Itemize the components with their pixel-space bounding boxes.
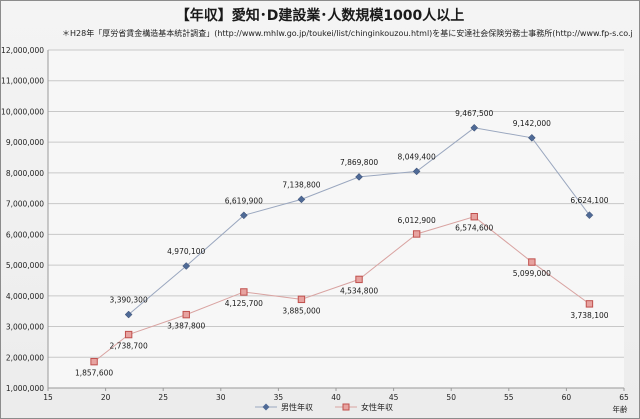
x-tick-label: 50: [446, 393, 456, 402]
male-salary-point: [297, 195, 306, 204]
x-tick-label: 15: [43, 393, 53, 402]
female-salary-point: [182, 310, 190, 319]
female-salary-point: [90, 357, 98, 366]
data-label: 6,574,600: [455, 224, 493, 233]
y-tick-label: 11,000,000: [1, 77, 44, 86]
x-tick-label: 60: [562, 393, 572, 402]
male-salary-point: [355, 173, 363, 181]
female-salary-point: [470, 213, 478, 221]
x-tick-label: 55: [504, 393, 514, 402]
y-tick-label: 12,000,000: [1, 46, 44, 55]
data-label: 7,869,800: [340, 158, 378, 167]
y-tick-label: 3,000,000: [6, 323, 44, 332]
x-tick-label: 25: [158, 393, 168, 402]
female-salary-point: [297, 295, 306, 304]
x-tick-label: 45: [389, 393, 399, 402]
legend: 男性年収 女性年収: [255, 402, 393, 412]
data-label: 4,970,100: [167, 247, 205, 256]
male-salary-point: [527, 133, 536, 142]
axes: 1,000,000 2,000,000 3,000,000 4,000,000 5,00…: [1, 46, 629, 414]
female-salary-point: [355, 275, 363, 284]
data-label: 9,142,000: [513, 119, 551, 128]
series-group: [90, 123, 594, 366]
male-salary-point: [470, 123, 479, 132]
male-salary-point: [412, 167, 421, 176]
data-label: 3,885,000: [282, 306, 320, 315]
x-axis-title: 年齢: [613, 404, 628, 414]
data-label: 7,138,800: [282, 180, 320, 189]
y-tick-label: 4,000,000: [6, 292, 44, 301]
series-line-2: [93, 216, 590, 363]
chart-title: 【年収】愛知･D建設業･人数規模1000人以上: [175, 8, 465, 24]
data-label: 4,125,700: [225, 299, 263, 308]
legend-female-marker: [342, 403, 350, 411]
x-tick-label: 65: [619, 393, 629, 402]
y-tick-label: 10,000,000: [1, 107, 44, 116]
data-label: 3,390,300: [110, 296, 148, 305]
x-tick-label: 40: [331, 393, 341, 402]
data-label: 3,738,100: [570, 311, 608, 320]
plot-area: [48, 50, 624, 388]
x-tick-label: 30: [216, 393, 226, 402]
data-label: 6,012,900: [398, 216, 436, 225]
legend-female-label: 女性年収: [361, 402, 393, 412]
female-salary-point: [124, 330, 133, 339]
gridlines: [48, 49, 624, 389]
legend-male-marker: [262, 403, 270, 411]
data-label: 6,624,100: [570, 196, 608, 205]
x-tick-label: 35: [274, 393, 284, 402]
data-label: 8,049,400: [398, 152, 436, 161]
x-tick-label: 20: [101, 393, 111, 402]
y-tick-label: 7,000,000: [6, 200, 44, 209]
y-tick-label: 6,000,000: [6, 230, 44, 239]
data-label: 1,857,600: [75, 369, 113, 378]
legend-male-label: 男性年収: [281, 402, 313, 412]
y-tick-label: 1,000,000: [6, 384, 44, 393]
data-labels: 3,390,300 4,970,100 6,619,900 7,138,800 7,86…: [75, 109, 609, 378]
y-tick-label: 2,000,000: [6, 353, 44, 362]
y-tick-label: 8,000,000: [6, 169, 44, 178]
data-label: 5,099,000: [513, 269, 551, 278]
chart-source-note: ＊H28年「厚労省賃金構造基本統計調査」(http://www.mhlw.go.…: [62, 29, 632, 38]
male-salary-point: [124, 310, 133, 319]
data-label: 9,467,500: [455, 109, 493, 118]
male-salary-point: [585, 211, 594, 220]
male-salary-point: [182, 262, 191, 270]
y-tick-label: 5,000,000: [6, 261, 44, 270]
data-label: 3,387,800: [167, 322, 205, 331]
female-salary-point: [412, 230, 421, 238]
data-label: 2,738,700: [110, 342, 148, 351]
female-salary-point: [240, 288, 248, 296]
male-salary-point: [239, 211, 248, 220]
data-label: 4,534,800: [340, 286, 378, 295]
data-label: 6,619,900: [225, 196, 263, 205]
y-tick-label: 9,000,000: [6, 138, 44, 147]
female-salary-point: [528, 258, 536, 266]
female-salary-point: [585, 300, 594, 308]
